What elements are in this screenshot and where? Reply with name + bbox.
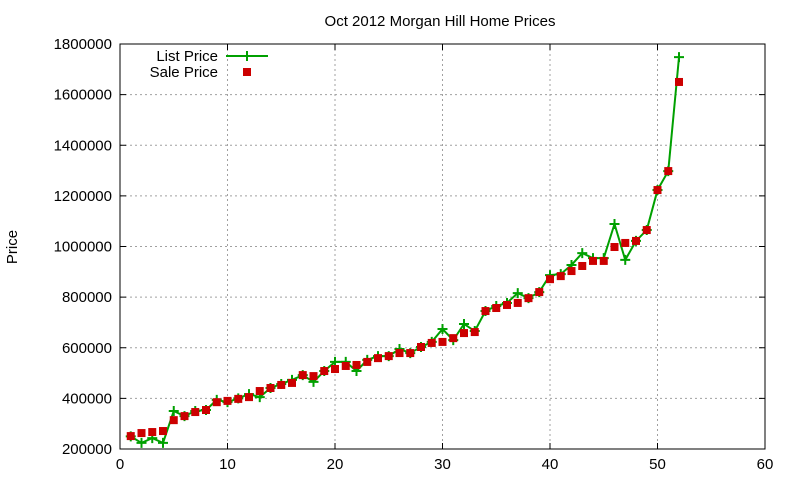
list-price-point <box>674 52 684 63</box>
sale-price-point <box>341 361 350 370</box>
sale-price-point <box>384 352 393 361</box>
list-price-point <box>136 437 147 448</box>
series <box>125 52 684 448</box>
y-tick-label: 1200000 <box>54 188 112 205</box>
sale-price-point <box>180 412 189 421</box>
sale-price-point <box>599 256 608 265</box>
x-tick-label: 50 <box>649 456 666 473</box>
legend-marker-sale-price <box>243 68 251 76</box>
chart-title: Oct 2012 Morgan Hill Home Prices <box>325 13 556 30</box>
sale-price-point <box>503 300 511 309</box>
sale-price-point <box>395 349 404 358</box>
sale-price-point <box>427 338 436 347</box>
sale-price-point <box>245 393 253 402</box>
legend-label-sale-price: Sale Price <box>150 64 218 81</box>
sale-price-point <box>513 298 522 307</box>
sale-price-point <box>374 354 382 363</box>
x-tick-label: 0 <box>116 456 124 473</box>
sale-price-point <box>492 304 501 313</box>
legend: List Price Sale Price <box>150 48 268 81</box>
list-price-point <box>459 318 469 329</box>
sale-price-point <box>481 307 490 316</box>
sale-price-point <box>202 406 210 415</box>
sale-price-point <box>653 186 662 195</box>
x-tick-label: 10 <box>219 456 236 473</box>
sale-price-point <box>578 261 587 270</box>
sale-price-point <box>417 342 425 351</box>
sale-price-point <box>148 428 157 437</box>
sale-price-point <box>255 387 264 396</box>
sale-price-point <box>320 367 329 376</box>
sale-price-point <box>664 167 673 176</box>
sale-price-point <box>234 394 243 403</box>
legend-marker-list-price <box>242 51 252 61</box>
y-tick-label: 1400000 <box>54 137 112 154</box>
sale-price-point <box>266 383 275 392</box>
list-price-point <box>620 254 631 265</box>
sale-price-point <box>298 371 307 380</box>
sale-price-point <box>352 360 361 369</box>
sale-price-point <box>159 427 167 436</box>
list-price-point <box>158 437 168 448</box>
list-price-point <box>168 406 179 417</box>
list-price-point <box>437 324 448 335</box>
sale-price-point <box>546 275 554 284</box>
y-axis-label: Price <box>4 230 21 264</box>
sale-price-point <box>589 256 597 265</box>
x-tick-label: 20 <box>327 456 344 473</box>
sale-price-point <box>363 357 372 366</box>
list-price-point <box>577 248 588 259</box>
sale-price-point <box>331 365 339 374</box>
sale-price-point <box>470 328 479 337</box>
grid <box>119 43 766 450</box>
sale-price-point <box>524 294 533 303</box>
sale-price-point <box>191 408 200 417</box>
sale-price-point <box>621 238 630 247</box>
y-tick-label: 800000 <box>62 289 112 306</box>
y-tick-label: 1600000 <box>54 87 112 104</box>
sale-price-point <box>610 243 619 252</box>
sale-price-point <box>632 236 640 245</box>
list-price-point <box>609 218 620 229</box>
sale-price-point <box>309 372 318 381</box>
legend-label-list-price: List Price <box>156 48 218 65</box>
sale-price-point <box>449 334 458 343</box>
sale-price-point <box>169 416 178 425</box>
plot-border <box>119 43 766 450</box>
list-price-line <box>130 57 680 445</box>
tick-labels: 0 10 20 30 40 50 60 200000 400000 600000 800000 100… <box>54 36 774 473</box>
sale-price-point <box>126 432 135 441</box>
y-tick-label: 200000 <box>62 441 112 458</box>
sale-price-point <box>556 272 565 281</box>
sale-price-point <box>535 288 544 297</box>
sale-price-point <box>567 267 576 276</box>
list-price-point <box>512 288 523 299</box>
sale-price-point <box>675 77 683 86</box>
y-tick-label: 1800000 <box>54 36 112 53</box>
sale-price-point <box>137 429 146 438</box>
sale-price-point <box>642 226 651 235</box>
sale-price-point <box>438 337 447 346</box>
y-tick-label: 400000 <box>62 390 112 407</box>
sale-price-point <box>212 398 221 407</box>
y-tick-label: 1000000 <box>54 239 112 256</box>
y-tick-label: 600000 <box>62 340 112 357</box>
sale-price-point <box>277 380 286 389</box>
sale-price-point <box>288 378 296 387</box>
sale-price-point <box>406 349 415 358</box>
x-tick-label: 40 <box>542 456 559 473</box>
sale-price-point <box>460 329 468 338</box>
x-tick-label: 30 <box>434 456 451 473</box>
sale-price-point <box>223 396 232 405</box>
x-tick-label: 60 <box>757 456 774 473</box>
